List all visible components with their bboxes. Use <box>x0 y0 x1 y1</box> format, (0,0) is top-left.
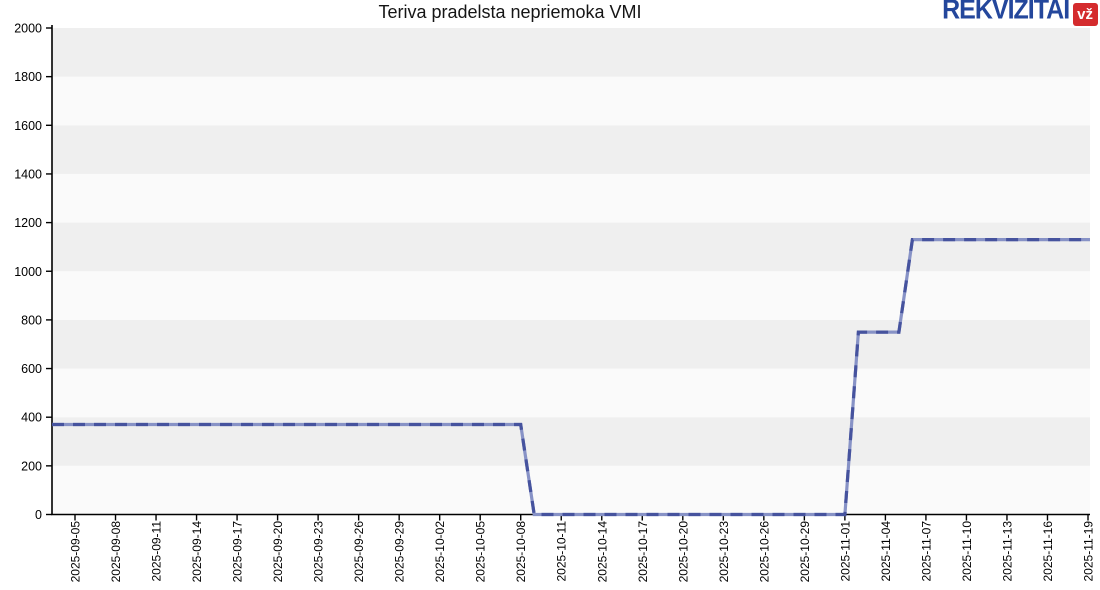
x-tick-label: 2025-11-13 <box>1000 521 1014 582</box>
x-tick-label: 2025-11-04 <box>879 521 893 582</box>
y-tick-label: 0 <box>35 508 42 522</box>
y-tick-label: 800 <box>21 313 42 327</box>
y-tick-label: 1400 <box>14 167 42 181</box>
x-tick-label: 2025-09-05 <box>69 521 83 583</box>
x-tick-label: 2025-11-19 <box>1082 521 1096 582</box>
x-tick-label: 2025-10-29 <box>798 521 812 583</box>
x-tick-label: 2025-11-01 <box>838 521 852 582</box>
x-tick-label: 2025-09-23 <box>312 521 326 583</box>
x-tick-label: 2025-11-16 <box>1041 521 1055 582</box>
x-tick-label: 2025-10-11 <box>555 521 569 582</box>
x-tick-label: 2025-09-20 <box>271 521 285 583</box>
y-tick-label: 1200 <box>14 216 42 230</box>
x-tick-label: 2025-10-02 <box>433 521 447 583</box>
y-tick-label: 1000 <box>14 265 42 279</box>
x-tick-label: 2025-10-23 <box>717 521 731 583</box>
x-tick-label: 2025-09-14 <box>190 521 204 583</box>
y-tick-label: 1800 <box>14 70 42 84</box>
x-tick-label: 2025-11-10 <box>960 521 974 582</box>
series-line-dark-dashed <box>52 238 1090 517</box>
chart-title: Teriva pradelsta nepriemoka VMI <box>378 2 642 22</box>
y-tick-label: 400 <box>21 411 42 425</box>
y-tick-label: 600 <box>21 362 42 376</box>
vz-logo-badge: vž <box>1073 3 1098 26</box>
y-tick-label: 200 <box>21 459 42 473</box>
x-tick-label: 2025-09-17 <box>231 521 245 583</box>
x-tick-label: 2025-11-07 <box>919 521 933 582</box>
y-axis-ticks: 0 200 400 600 800 1000 1200 1400 1600 1800 2000 <box>14 22 52 522</box>
grid-bands <box>52 28 1090 515</box>
rekvizitai-logo[interactable]: REKVIZITAI vž <box>942 0 1098 28</box>
x-tick-label: 2025-09-29 <box>393 521 407 583</box>
y-tick-label: 1600 <box>14 119 42 133</box>
x-tick-label: 2025-10-17 <box>636 521 650 583</box>
x-tick-label: 2025-10-20 <box>676 521 690 583</box>
x-tick-label: 2025-10-05 <box>474 521 488 583</box>
x-tick-label: 2025-09-08 <box>109 521 123 583</box>
x-tick-label: 2025-10-26 <box>757 521 771 583</box>
series-pradelsta-nepriemoka <box>52 238 1090 517</box>
x-tick-label: 2025-10-14 <box>595 521 609 583</box>
x-tick-label: 2025-09-11 <box>150 521 164 582</box>
rekvizitai-logo-text: REKVIZITAI <box>942 0 1070 26</box>
x-tick-label: 2025-10-08 <box>514 521 528 583</box>
x-axis-ticks: 2025-09-05 2025-09-08 2025-09-11 2025-09-14… <box>69 514 1096 583</box>
y-tick-label: 2000 <box>14 22 42 36</box>
x-tick-label: 2025-09-26 <box>352 521 366 583</box>
